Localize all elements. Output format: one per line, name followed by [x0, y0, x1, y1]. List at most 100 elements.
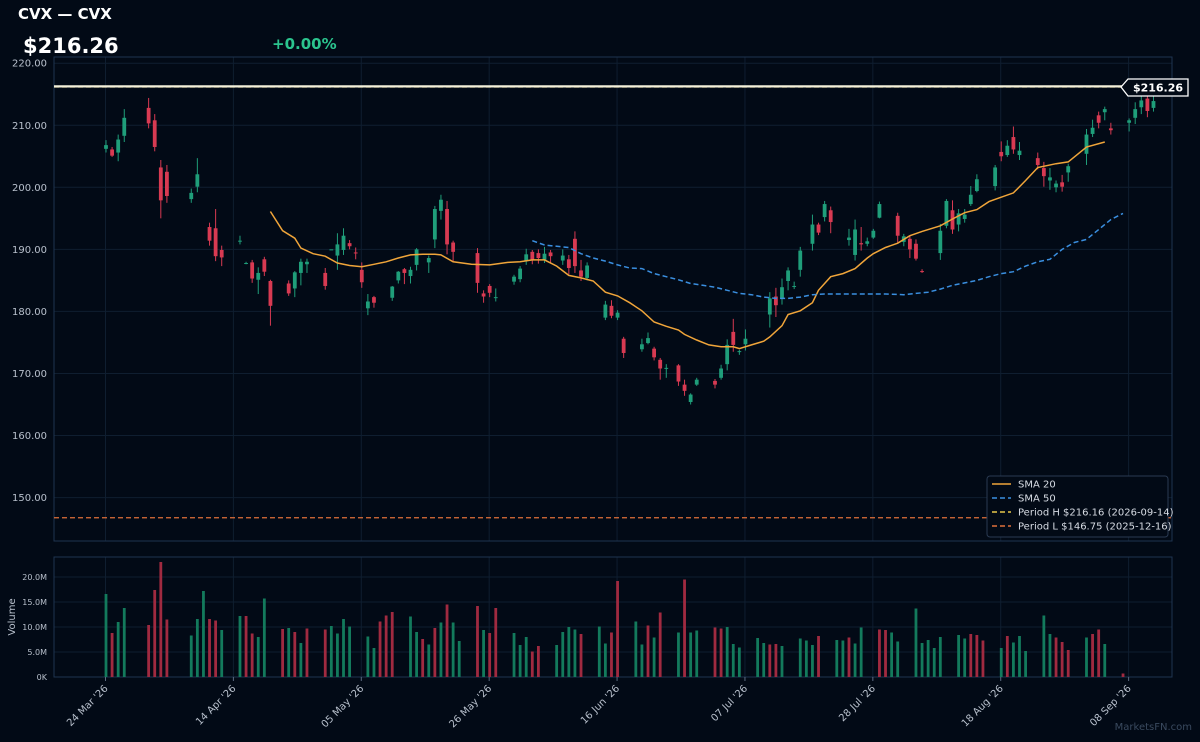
- candle-body: [256, 272, 261, 280]
- volume-bar: [737, 647, 741, 677]
- candle-body: [974, 179, 979, 192]
- price-tick-label: 180.00: [12, 307, 47, 318]
- volume-bar: [835, 640, 839, 677]
- date-tick-label: 07 Jul '26: [709, 683, 750, 724]
- candle-body: [365, 301, 370, 309]
- volume-bar: [1085, 637, 1088, 677]
- candle-body: [658, 359, 663, 369]
- volume-bar: [780, 646, 784, 677]
- volume-bar: [555, 645, 559, 677]
- candle-body: [445, 209, 449, 245]
- price-tick-label: 190.00: [12, 245, 47, 256]
- candle-body: [524, 254, 529, 262]
- legend-label-sma20: SMA 20: [1018, 480, 1056, 491]
- watermark: MarketsFN.com: [1114, 722, 1192, 733]
- candle-body: [414, 249, 419, 265]
- volume-bar: [329, 626, 333, 677]
- volume-tick-label: 10.0M: [22, 623, 47, 632]
- last-price-label: $216.26: [1120, 78, 1189, 97]
- candle-body: [329, 249, 334, 251]
- price-tick-label: 220.00: [12, 59, 47, 70]
- volume-bar: [445, 604, 449, 677]
- volume-bar: [603, 643, 607, 677]
- candle-body: [621, 338, 626, 353]
- candle-body: [207, 227, 212, 241]
- candle-body: [189, 192, 194, 200]
- candle-body: [713, 380, 717, 385]
- volume-bar: [536, 646, 540, 677]
- volume-tick-label: 15.0M: [22, 598, 47, 607]
- volume-bar: [323, 629, 327, 677]
- volume-bar: [494, 608, 498, 677]
- candle-body: [110, 149, 114, 156]
- candle-body: [792, 285, 797, 287]
- volume-bar: [482, 630, 485, 677]
- volume-bar: [165, 619, 169, 677]
- candle-body: [737, 351, 742, 353]
- volume-bar: [884, 630, 887, 677]
- candle-body: [871, 230, 876, 238]
- volume-bar: [147, 625, 151, 677]
- candle-body: [688, 394, 693, 403]
- candle-body: [1011, 137, 1016, 150]
- volume-bar: [1091, 634, 1094, 677]
- candle-body: [585, 265, 590, 278]
- candle-body: [158, 167, 163, 201]
- volume-bar: [348, 626, 351, 677]
- volume-plot-frame: [53, 556, 1173, 678]
- candle-body: [402, 269, 407, 273]
- candle-body: [853, 229, 857, 255]
- volume-bar: [476, 606, 479, 677]
- candle-body: [907, 238, 912, 250]
- candles: [104, 79, 1168, 405]
- volume-bar: [384, 615, 388, 677]
- volume-bar: [262, 598, 266, 677]
- volume-bar: [981, 640, 985, 677]
- volume-bar: [804, 640, 808, 677]
- volume-axis: 0K 5.0M 10.0M 15.0M 20.0M: [22, 573, 47, 682]
- candle-body: [950, 210, 955, 230]
- volume-bar: [390, 612, 394, 677]
- volume-bar: [847, 637, 851, 677]
- candle-body: [298, 261, 303, 273]
- candle-body: [725, 344, 730, 365]
- candle-body: [743, 338, 748, 345]
- candle-body: [262, 259, 267, 272]
- volume-bar: [914, 608, 918, 677]
- candle-body: [372, 297, 376, 303]
- volume-bar: [817, 636, 820, 677]
- volume-bar: [1005, 636, 1009, 677]
- volume-bar: [238, 616, 242, 677]
- candle-body: [640, 344, 644, 350]
- volume-bar: [208, 619, 211, 677]
- volume-bar: [378, 621, 382, 677]
- candle-body: [268, 281, 273, 306]
- volume-bar: [969, 634, 973, 677]
- date-tick-label: 26 May '26: [447, 683, 494, 730]
- price-tick-label: 170.00: [12, 369, 47, 380]
- candle-body: [914, 243, 918, 259]
- candle-body: [439, 199, 443, 211]
- last-price-label-text: $216.26: [1133, 82, 1183, 95]
- legend-box: [986, 475, 1169, 538]
- candle-body: [451, 242, 456, 252]
- volume-bar: [104, 594, 108, 677]
- candle-body: [146, 107, 151, 124]
- candle-body: [1145, 98, 1150, 111]
- volume-bar: [646, 625, 650, 677]
- candle-body: [1066, 166, 1071, 173]
- candle-body: [938, 230, 943, 254]
- candle-body: [1041, 168, 1046, 177]
- candle-body: [104, 145, 108, 149]
- volume-bar: [1012, 642, 1015, 677]
- volume-bar: [1097, 629, 1101, 677]
- volume-tick-label: 20.0M: [22, 573, 47, 582]
- volume-bar: [250, 633, 254, 677]
- candle-body: [877, 204, 882, 218]
- volume-bar: [713, 627, 717, 677]
- candle-body: [609, 305, 614, 316]
- volume-bar: [841, 640, 845, 677]
- candle-body: [993, 167, 998, 187]
- volume-bar: [372, 648, 376, 677]
